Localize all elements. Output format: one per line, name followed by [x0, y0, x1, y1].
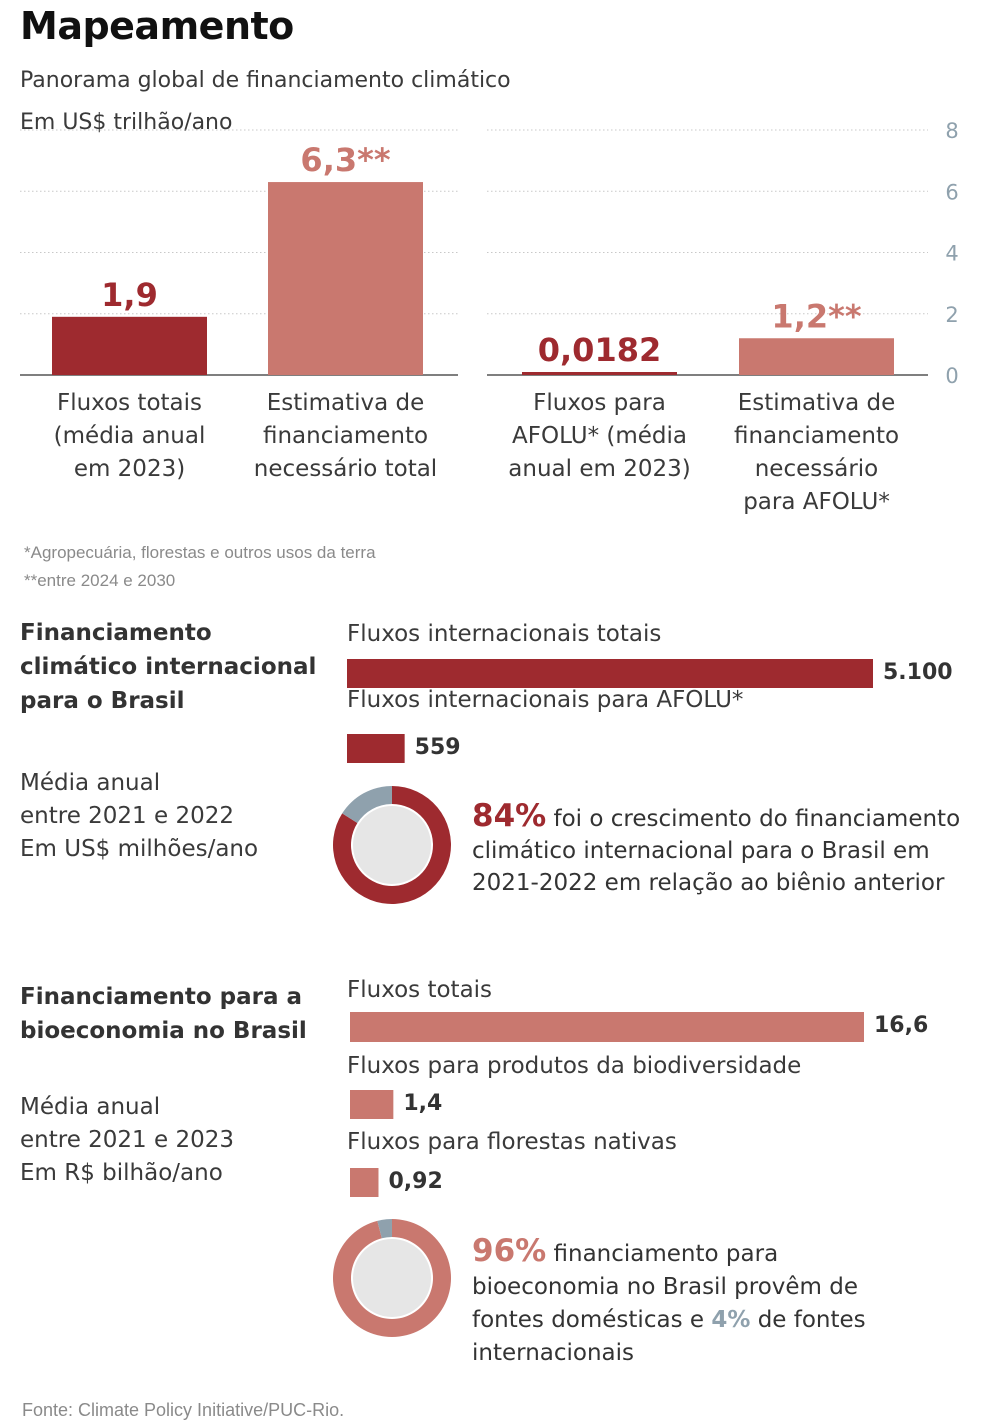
page-subtitle: Panorama global de financiamento climáti…	[20, 68, 511, 93]
intl-growth-note: 84% foi o crescimento do financiamento c…	[472, 800, 972, 899]
horizontal-bar	[350, 1168, 379, 1197]
bar-label-bio-forests: Fluxos para florestas nativas	[347, 1129, 677, 1155]
page-title: Mapeamento	[20, 4, 294, 48]
bar-category-label: AFOLU* (média	[512, 423, 687, 449]
section-bio-title: Financiamento para a bioeconomia no Bras…	[20, 984, 307, 1044]
bar-category-label: necessário	[755, 456, 879, 482]
bar-category-label: Estimativa de	[267, 390, 425, 416]
bar-data-label: 6,3**	[300, 141, 390, 179]
bar	[739, 338, 894, 375]
bar-category-label: (média anual	[54, 423, 206, 449]
donut-center	[353, 1239, 431, 1317]
bar-category-label: para AFOLU*	[743, 489, 890, 515]
horizontal-bar	[347, 734, 405, 763]
bar-data-label: 1,9	[101, 276, 158, 314]
donut-slice	[342, 786, 392, 824]
donut-slice	[377, 1219, 392, 1239]
bar-value-intl-total: 5.100	[883, 659, 953, 685]
bar-category-label: em 2023)	[74, 456, 185, 482]
bar-label-bio-biodiversity: Fluxos para produtos da biodiversidade	[347, 1053, 802, 1079]
donut-slice	[332, 786, 452, 905]
donut-center	[353, 806, 431, 884]
bio-source-note: 96% financiamento para bioeconomia no Br…	[472, 1235, 922, 1370]
y-tick-label: 2	[945, 303, 958, 327]
section-intl-subtitle: Média anual entre 2021 e 2022 Em US$ mil…	[20, 767, 330, 866]
bio-note-text-a: financiamento para bioeconomia no Brasil…	[472, 1241, 858, 1333]
bar-data-label: 1,2**	[771, 297, 861, 335]
section-intl-title: Financiamento climático internacional pa…	[20, 620, 317, 714]
horizontal-bar	[347, 659, 873, 688]
bio-domestic-pct: 96%	[472, 1233, 547, 1269]
footnote-period: **entre 2024 e 2030	[24, 571, 176, 590]
y-tick-label: 4	[945, 242, 958, 266]
bar-data-label: 0,0182	[538, 331, 661, 369]
bar-category-label: financiamento	[263, 423, 428, 449]
section-bio-sub-line: Em R$ bilhão/ano	[20, 1160, 223, 1186]
bar	[52, 316, 207, 375]
bar-value-bio-biodiversity: 1,4	[403, 1090, 443, 1116]
section-intl-sub-line: entre 2021 e 2022	[20, 803, 234, 829]
horizontal-bar	[350, 1090, 394, 1119]
bar-value-intl-afolu: 559	[414, 734, 461, 760]
section-bio-subtitle: Média anual entre 2021 e 2023 Em R$ bilh…	[20, 1091, 330, 1190]
y-tick-label: 0	[945, 364, 958, 388]
intl-growth-text: foi o crescimento do financiamento climá…	[472, 806, 961, 896]
section-bio-sub-line: entre 2021 e 2023	[20, 1127, 234, 1153]
bio-international-pct: 4%	[711, 1307, 751, 1333]
intl-growth-pct: 84%	[472, 798, 547, 834]
donut-slice	[333, 1218, 452, 1337]
bar-category-label: Estimativa de	[738, 390, 896, 416]
bar	[268, 182, 423, 375]
bio-note-text-b: de fontes internacionais	[472, 1307, 866, 1366]
bar-category-label: financiamento	[734, 423, 899, 449]
y-tick-label: 8	[945, 119, 958, 143]
section-intl-sub-line: Em US$ milhões/ano	[20, 836, 259, 862]
bar-category-label: anual em 2023)	[508, 456, 690, 482]
horizontal-bar	[350, 1012, 864, 1042]
bar-label-intl-afolu: Fluxos internacionais para AFOLU*	[347, 687, 744, 713]
bar-category-label: necessário total	[254, 456, 437, 482]
section-intl-sub-line: Média anual	[20, 770, 161, 796]
unit-label: Em US$ trilhão/ano	[20, 110, 233, 135]
bar-value-bio-total: 16,6	[874, 1013, 929, 1038]
y-tick-label: 6	[945, 180, 958, 204]
bar-value-bio-forests: 0,92	[388, 1168, 443, 1194]
bar	[522, 372, 677, 375]
bar-category-label: Fluxos totais	[57, 390, 202, 416]
footnote-afolu: *Agropecuária, florestas e outros usos d…	[24, 543, 376, 562]
bar-label-intl-total: Fluxos internacionais totais	[347, 621, 662, 647]
bar-category-label: Fluxos para	[533, 390, 666, 416]
section-bio-sub-line: Média anual	[20, 1094, 161, 1120]
source-note: Fonte: Climate Policy Initiative/PUC-Rio…	[22, 1400, 345, 1420]
bar-label-bio-total: Fluxos totais	[347, 977, 493, 1003]
